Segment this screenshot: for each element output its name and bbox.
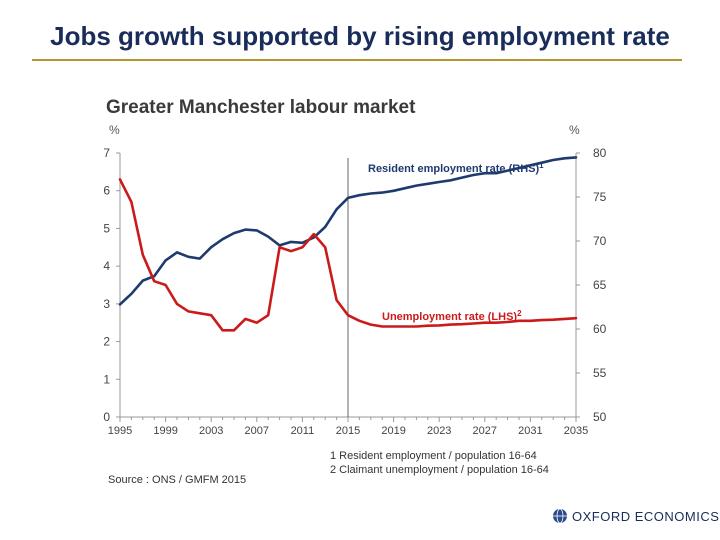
x-axis-tick-label: 2031 bbox=[518, 425, 542, 437]
source-text: Source : ONS / GMFM 2015 bbox=[108, 474, 246, 486]
oxford-economics-logo: OXFORD ECONOMICS bbox=[552, 506, 719, 526]
left-axis-tick-label: 0 bbox=[103, 410, 110, 424]
employment-rate-line bbox=[118, 156, 578, 306]
x-axis-tick-label: 2011 bbox=[291, 425, 315, 437]
right-axis-tick-label: 80 bbox=[593, 146, 607, 160]
right-axis-tick-label: 65 bbox=[593, 278, 607, 292]
series-label-superscript: 1 bbox=[539, 161, 544, 170]
x-axis-tick-label: 2003 bbox=[199, 425, 223, 437]
right-axis-tick-label: 50 bbox=[593, 410, 607, 424]
right-axis-tick-label: 70 bbox=[593, 234, 607, 248]
slide-title: Jobs growth supported by rising employme… bbox=[50, 21, 670, 51]
right-axis-tick-label: 75 bbox=[593, 190, 607, 204]
series-label-superscript: 2 bbox=[517, 309, 522, 318]
brand-name: OXFORD ECONOMICS bbox=[572, 508, 720, 524]
right-axis-unit: % bbox=[569, 123, 580, 137]
left-axis-tick-label: 7 bbox=[103, 146, 110, 160]
chart-title: Greater Manchester labour market bbox=[106, 97, 416, 118]
left-axis-tick-label: 2 bbox=[103, 335, 110, 349]
left-axis-tick-label: 5 bbox=[103, 221, 110, 235]
series-lines bbox=[118, 156, 578, 332]
footnote-1: 1 Resident employment / population 16-64 bbox=[330, 450, 537, 462]
x-axis-tick-label: 1995 bbox=[108, 425, 132, 437]
x-axis-tick-label: 2019 bbox=[381, 425, 405, 437]
left-axis-tick-label: 3 bbox=[103, 297, 110, 311]
right-axis-tick-label: 60 bbox=[593, 322, 607, 336]
left-axis-tick-label: 4 bbox=[103, 259, 110, 273]
x-axis-tick-label: 2023 bbox=[427, 425, 451, 437]
unemployment-rate-line bbox=[118, 178, 578, 332]
globe-icon bbox=[553, 508, 567, 524]
x-axis-tick-label: 2007 bbox=[245, 425, 269, 437]
left-axis-tick-label: 6 bbox=[103, 184, 110, 198]
series-labels: Resident employment rate (RHS)1 Unemploym… bbox=[368, 161, 544, 323]
left-axis-tick-label: 1 bbox=[103, 372, 110, 386]
footnote-2: 2 Claimant unemployment / population 16-… bbox=[330, 464, 549, 476]
left-axis-unit: % bbox=[109, 123, 120, 137]
unemployment-rate-label: Unemployment rate (LHS)2 bbox=[382, 309, 522, 323]
employment-rate-label: Resident employment rate (RHS)1 bbox=[368, 161, 544, 175]
x-axis-tick-label: 2035 bbox=[564, 425, 588, 437]
x-axis-tick-label: 1999 bbox=[153, 425, 177, 437]
x-axis-tick-label: 2027 bbox=[473, 425, 497, 437]
right-axis-tick-label: 55 bbox=[593, 366, 607, 380]
title-divider bbox=[32, 59, 682, 61]
x-axis-tick-label: 2015 bbox=[336, 425, 360, 437]
axes: 0 1 2 3 4 5 6 7 50 55 60 65 70 75 80 1995 1999 2003 2007 20… bbox=[103, 146, 606, 437]
